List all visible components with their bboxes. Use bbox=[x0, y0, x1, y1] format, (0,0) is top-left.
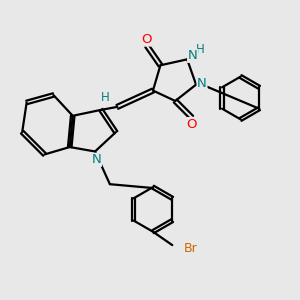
Text: O: O bbox=[141, 33, 152, 46]
Text: O: O bbox=[186, 118, 197, 130]
Text: Br: Br bbox=[184, 242, 198, 255]
Text: N: N bbox=[197, 76, 207, 90]
Text: H: H bbox=[196, 43, 205, 56]
Text: N: N bbox=[188, 49, 197, 62]
Text: H: H bbox=[100, 92, 109, 104]
Text: N: N bbox=[92, 153, 101, 166]
